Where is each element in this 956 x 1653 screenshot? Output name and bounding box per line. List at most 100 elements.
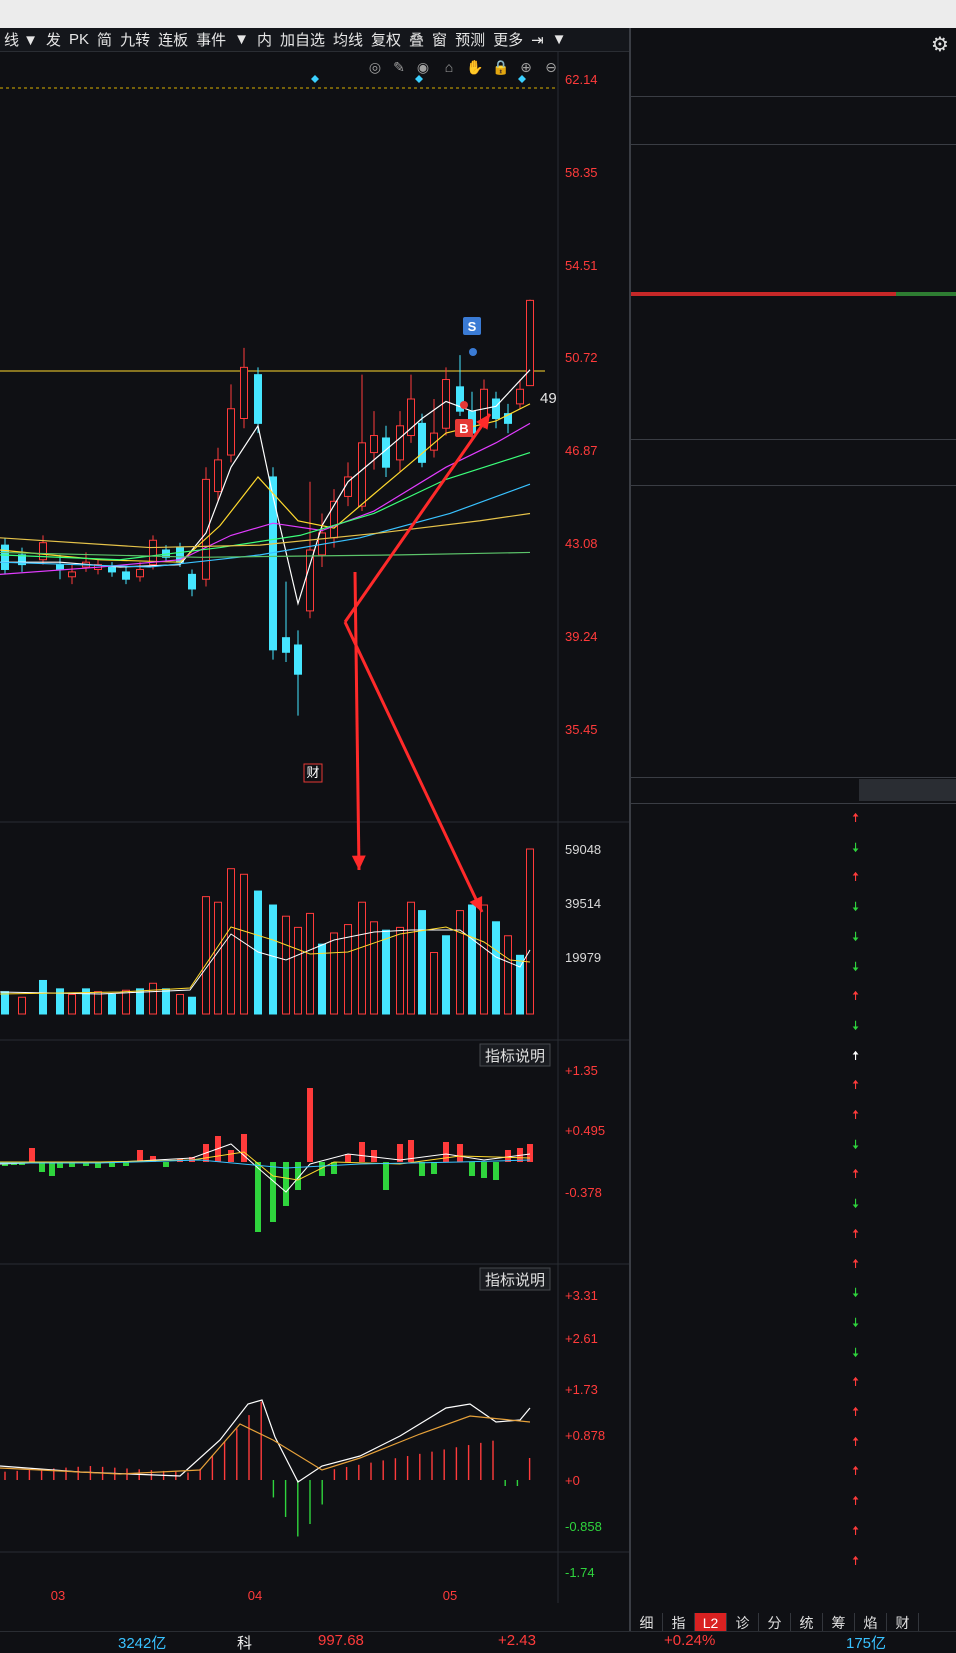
macd-bar: [527, 1144, 533, 1162]
diamond-marker: [518, 75, 526, 83]
stat-row: [631, 599, 956, 621]
volume-bar: [94, 991, 102, 1015]
bid-row[interactable]: [631, 297, 956, 319]
ask-row[interactable]: [631, 239, 956, 261]
toolbar-item-13[interactable]: 窗: [432, 32, 448, 49]
toolbar-item-2[interactable]: PK: [69, 31, 90, 48]
toolbar-item-5[interactable]: 连板: [158, 32, 189, 49]
status-index-value: 997.68: [318, 1632, 364, 1649]
bid-row[interactable]: [631, 367, 956, 389]
tab-8[interactable]: 财: [887, 1613, 919, 1633]
volume-bar: [330, 932, 338, 1015]
macd-bar: [307, 1088, 313, 1162]
toolbar-item-9[interactable]: 加自选: [279, 32, 325, 49]
lock-icon: 🔒: [492, 59, 509, 76]
tick-row: 🠇: [631, 1312, 956, 1334]
bid-row[interactable]: [631, 391, 956, 413]
toolbar-item-11[interactable]: 复权: [371, 32, 402, 49]
candle-body: [122, 571, 130, 580]
toolbar-item-4[interactable]: 九转: [120, 32, 151, 49]
tick-direction-icon: 🠅: [852, 1493, 860, 1509]
finance-marker-box: [303, 763, 323, 783]
ma60-line: [0, 483, 531, 568]
tab-7[interactable]: 焰: [855, 1613, 887, 1633]
volume-tick: 19979: [565, 950, 601, 965]
toolbar-item-16[interactable]: ⇥: [531, 31, 544, 49]
tab-4[interactable]: 分: [759, 1613, 791, 1633]
toolbar-item-12[interactable]: 叠: [409, 32, 425, 49]
volume-bar: [504, 935, 512, 1015]
macd-bar: [295, 1162, 301, 1190]
price-tick: 58.35: [565, 165, 598, 180]
price-tick: 54.51: [565, 258, 598, 273]
tab-0[interactable]: 细: [631, 1613, 663, 1633]
bid-ask-bar-green: [896, 292, 956, 296]
macd-bar: [270, 1162, 276, 1222]
industry-compare-button[interactable]: [859, 779, 956, 801]
volume-bar: [1, 991, 9, 1015]
detail-tabs: 细指 L2 诊分统筹焰财: [631, 1613, 956, 1635]
tab-5[interactable]: 统: [791, 1613, 823, 1633]
macd-bar: [49, 1162, 55, 1176]
volume-bar: [188, 996, 196, 1015]
tick-row: 🠅: [631, 1223, 956, 1245]
volume-bar: [108, 993, 116, 1015]
tick-row: 🠅: [631, 1431, 956, 1453]
candle-body: [330, 500, 338, 539]
toolbar-item-8[interactable]: 内: [256, 32, 272, 49]
hand-icon: ✋: [466, 59, 483, 75]
sell-marker-bg: [463, 317, 481, 335]
toolbar-item-17[interactable]: ▼: [551, 31, 567, 48]
toolbar-item-7[interactable]: ▼: [234, 31, 249, 48]
toolbar-item-14[interactable]: 预测: [455, 32, 486, 49]
pen-icon: ✎: [393, 59, 405, 75]
toolbar-item-3[interactable]: 简: [97, 32, 113, 49]
ask-row[interactable]: [631, 262, 956, 284]
stock-header: ⚙: [631, 32, 956, 58]
volume-bar: [176, 993, 184, 1015]
status-index-change: +2.43: [498, 1632, 536, 1649]
tab-2[interactable]: L2: [695, 1613, 727, 1633]
annotation-arrow-down: [353, 571, 361, 871]
candle-body: [282, 637, 290, 653]
tab-1[interactable]: 指: [663, 1613, 695, 1633]
toolbar-item-10[interactable]: 均线: [333, 32, 364, 49]
toolbar-item-1[interactable]: 发: [46, 32, 62, 49]
bid-row[interactable]: [631, 344, 956, 366]
committee-row: [631, 98, 956, 120]
toolbar-item-0[interactable]: 线 ▼: [4, 32, 39, 49]
volume-bar: [68, 993, 76, 1015]
ask-row[interactable]: [631, 168, 956, 190]
tick-direction-icon: 🠇: [852, 1285, 860, 1301]
indicator-help-button-1[interactable]: 指标说明: [485, 1048, 545, 1065]
toolbar-item-15[interactable]: 更多: [493, 32, 524, 49]
price-tick: 50.72: [565, 350, 598, 365]
tick-row: 🠅: [631, 1253, 956, 1275]
candle-body: [56, 564, 64, 570]
tab-3[interactable]: 诊: [727, 1613, 759, 1633]
indicator-help-button-2[interactable]: 指标说明: [485, 1272, 545, 1289]
volume-bar: [227, 868, 235, 1015]
settings-icon: ◎: [369, 59, 381, 75]
ask-row[interactable]: [631, 215, 956, 237]
ask-row[interactable]: [631, 145, 956, 167]
ask-row[interactable]: [631, 192, 956, 214]
gear-icon[interactable]: ⚙: [931, 34, 949, 56]
indicator2-tick: +0.878: [565, 1428, 605, 1443]
tick-row: 🠅: [631, 1163, 956, 1185]
tick-direction-icon: 🠅: [852, 1166, 860, 1182]
stat-row: [631, 487, 956, 509]
macd-bar: [241, 1134, 247, 1162]
bid-row[interactable]: [631, 414, 956, 436]
tick-row: [631, 1579, 956, 1601]
candle-body: [202, 478, 210, 580]
bid-row[interactable]: [631, 320, 956, 342]
volume-bar: [18, 996, 26, 1015]
sell-dot: [469, 348, 477, 356]
tick-row: 🠅: [631, 1460, 956, 1482]
toolbar-item-6[interactable]: 事件: [196, 32, 227, 49]
candle-body: [516, 388, 524, 405]
indicator1-tick: +0.495: [565, 1123, 605, 1138]
kline-chart[interactable]: ◎ ✎ ◉ ⌂ ✋ 🔒 ⊕ ⊖ 62.14 58.35 54.51 50.72 46.87 43.08 39…: [0, 52, 629, 1603]
tab-6[interactable]: 筹: [823, 1613, 855, 1633]
